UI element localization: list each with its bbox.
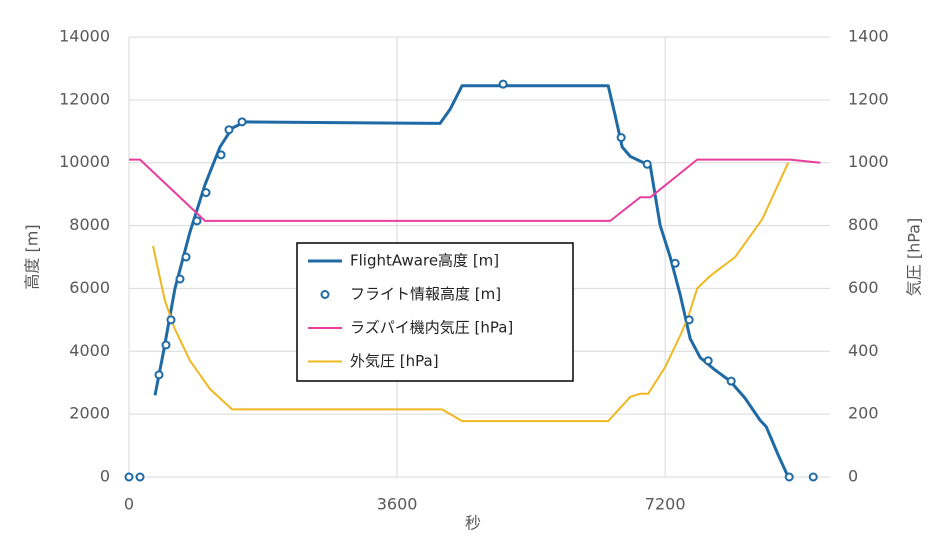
- y-tick-label: 12000: [59, 89, 110, 108]
- legend-label: FlightAware高度 [m]: [350, 252, 499, 270]
- y2-tick-label: 400: [848, 341, 879, 360]
- y-tick-label: 8000: [69, 215, 110, 234]
- y2-tick-label: 200: [848, 404, 879, 423]
- marker: [201, 188, 211, 198]
- y2-tick-label: 1400: [848, 27, 889, 46]
- y2-tick-label: 0: [848, 467, 858, 486]
- y2-tick-label: 600: [848, 278, 879, 297]
- marker: [166, 315, 176, 325]
- y-tick-label: 10000: [59, 152, 110, 171]
- legend-label: ラズパイ機内気圧 [hPa]: [350, 319, 513, 337]
- marker: [616, 133, 626, 143]
- y-tick-label: 4000: [69, 341, 110, 360]
- marker: [192, 216, 202, 226]
- y2-tick-label: 800: [848, 215, 879, 234]
- marker: [175, 274, 185, 284]
- x-axis-label: 秒: [465, 514, 481, 533]
- series-line: [152, 162, 790, 423]
- legend-label: フライト情報高度 [m]: [350, 285, 501, 303]
- y-tick-label: 6000: [69, 278, 110, 297]
- legend-label: 外気圧 [hPa]: [350, 352, 439, 370]
- y-axis-label: 高度 [m]: [23, 224, 42, 289]
- marker: [237, 117, 247, 127]
- legend-marker: [320, 290, 330, 299]
- y2-tick-label: 1200: [848, 89, 889, 108]
- legend-box: [296, 242, 574, 382]
- y2-tick-label: 1000: [848, 152, 889, 171]
- marker: [135, 472, 145, 482]
- marker: [784, 472, 794, 482]
- marker: [224, 125, 234, 135]
- marker: [670, 258, 680, 268]
- series-line: [129, 158, 821, 222]
- x-tick-label: 3600: [377, 495, 418, 514]
- marker: [181, 252, 191, 262]
- marker: [808, 472, 818, 482]
- y2-axis-label: 気圧 [hPa]: [905, 218, 924, 296]
- marker: [703, 356, 713, 366]
- y-tick-label: 2000: [69, 404, 110, 423]
- y-tick-label: 14000: [59, 27, 110, 46]
- x-tick-label: 0: [124, 495, 134, 514]
- x-tick-label: 7200: [645, 495, 686, 514]
- marker: [124, 472, 134, 482]
- marker: [161, 340, 171, 350]
- y-tick-label: 0: [100, 467, 110, 486]
- marker: [726, 376, 736, 386]
- marker: [498, 79, 508, 89]
- legend: FlightAware高度 [m] フライト情報高度 [m] ラズパイ機内気圧 [h…: [296, 242, 574, 382]
- marker: [154, 370, 164, 380]
- marker: [216, 150, 226, 160]
- marker: [642, 159, 652, 169]
- marker: [684, 315, 694, 325]
- series-line: [153, 84, 790, 478]
